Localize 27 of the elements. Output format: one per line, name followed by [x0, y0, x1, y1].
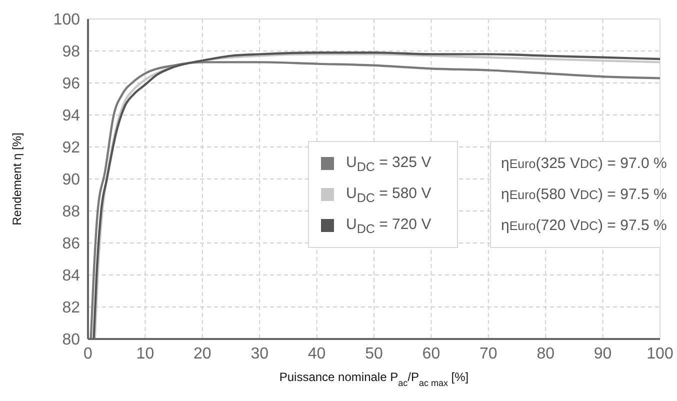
x-tick-label: 40: [308, 345, 326, 362]
x-tick-label: 80: [536, 345, 555, 362]
x-tick-label: 100: [646, 345, 674, 362]
x-axis-title: Puissance nominale P$_{ac}$/P$_{ac max}$ [%]: [279, 370, 469, 388]
y-tick-label: 98: [62, 44, 80, 61]
y-tick-label: 100: [53, 12, 80, 29]
x-tick-label: 0: [84, 345, 93, 362]
y-axis-title: Rendement η [%]: [10, 132, 24, 226]
x-tick-label: 60: [422, 345, 440, 362]
x-tick-label: 20: [194, 345, 212, 362]
legend-label: U$_{DC}$ = 580 V: [346, 184, 432, 204]
y-tick-label: 88: [62, 204, 80, 221]
y-tick-label: 94: [62, 108, 80, 125]
x-tick-label: 30: [250, 345, 269, 362]
y-tick-label: 84: [62, 268, 80, 285]
y-tick-label: 82: [62, 300, 80, 317]
x-tick-label: 90: [594, 345, 612, 362]
y-tick-label: 96: [62, 76, 80, 93]
y-tick-label: 80: [62, 332, 80, 349]
y-tick-label: 92: [62, 140, 80, 157]
x-tick-label: 50: [365, 345, 383, 362]
y-tick-label: 86: [62, 236, 80, 253]
legend-label: U$_{DC}$ = 325 V: [346, 154, 432, 174]
x-tick-label: 70: [480, 345, 498, 362]
y-tick-label: 90: [62, 172, 80, 189]
x-tick-label: 10: [136, 345, 154, 362]
legend-label: U$_{DC}$ = 720 V: [346, 216, 432, 236]
